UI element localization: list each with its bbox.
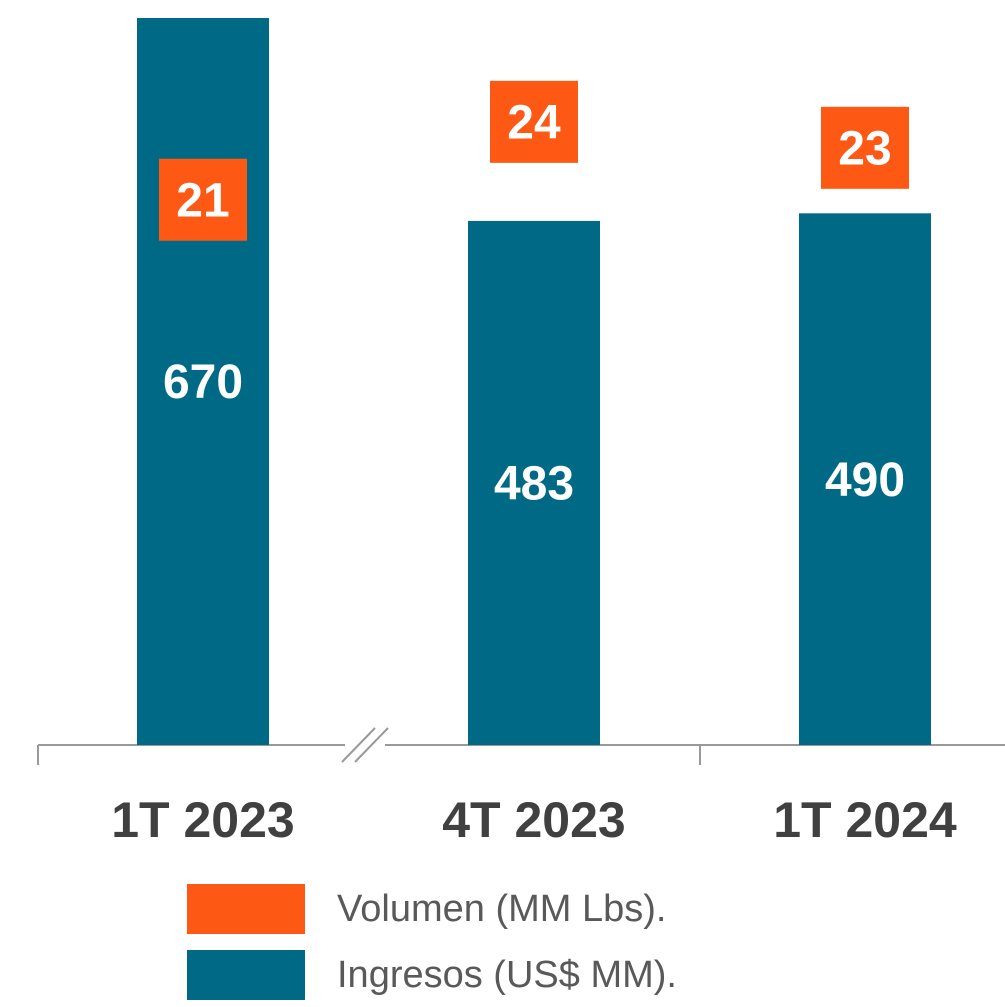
axis-break [354, 727, 389, 763]
bar [137, 18, 269, 745]
legend-swatch [187, 884, 305, 934]
x-tick-label: 4T 2023 [442, 792, 625, 848]
volume-box [490, 80, 578, 163]
value-label: 24 [507, 97, 561, 150]
legend-swatch [187, 950, 305, 1000]
legend-label: Volumen (MM Lbs). [337, 888, 666, 930]
x-tick-label: 1T 2023 [111, 792, 294, 848]
value-label: 483 [494, 458, 574, 511]
volume-box [159, 158, 247, 241]
x-tick-label: 1T 2024 [773, 792, 957, 848]
axis-break [341, 727, 376, 763]
value-label: 490 [825, 454, 905, 507]
value-label: 670 [163, 356, 243, 409]
volume-box [821, 106, 909, 189]
value-label: 21 [176, 174, 229, 227]
bar [799, 213, 931, 746]
legend-label: Ingresos (US$ MM). [337, 954, 677, 996]
bar [468, 220, 600, 746]
value-label: 23 [838, 122, 891, 175]
